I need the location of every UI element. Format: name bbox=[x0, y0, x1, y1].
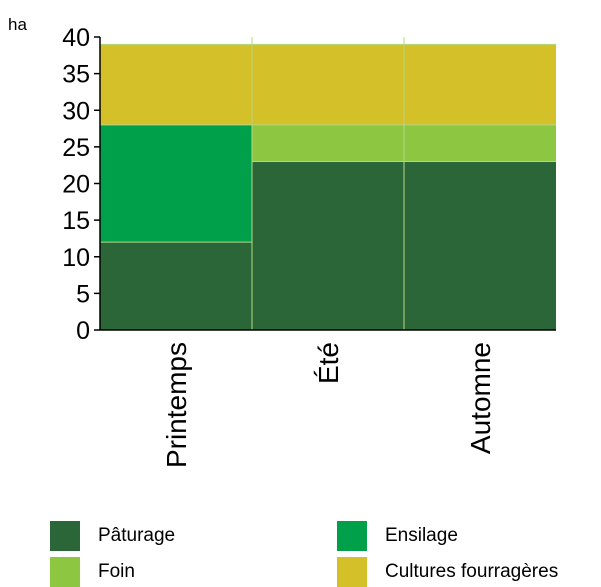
bar-automne-cultures-fourrageres bbox=[404, 44, 556, 125]
stacked-bar-chart: 0 5 10 15 20 25 30 35 40 Printemps Été Automne ha bbox=[8, 15, 556, 468]
legend-swatch-cultures-fourrageres bbox=[337, 557, 367, 587]
legend-swatch-foin bbox=[50, 557, 80, 587]
legend-item-ensilage: Ensilage bbox=[337, 521, 458, 551]
y-unit-label: ha bbox=[8, 15, 27, 34]
legend-swatch-paturage bbox=[50, 521, 80, 551]
x-tick-label-automne: Automne bbox=[465, 342, 496, 454]
y-tick-label: 25 bbox=[62, 134, 90, 162]
bar-printemps-ensilage bbox=[100, 124, 252, 243]
y-tick-label: 35 bbox=[62, 61, 90, 89]
legend-label-ensilage: Ensilage bbox=[385, 525, 458, 546]
bars-group bbox=[100, 44, 556, 330]
y-tick-label: 10 bbox=[62, 244, 90, 272]
bar-printemps-cultures-fourrageres bbox=[100, 44, 252, 125]
bar-ete-paturage bbox=[252, 161, 404, 330]
legend-item-cultures-fourrageres: Cultures fourragères bbox=[337, 557, 558, 587]
y-tick-label: 30 bbox=[62, 97, 90, 125]
column-dividers bbox=[100, 37, 556, 330]
x-category-labels: Printemps Été Automne bbox=[161, 342, 496, 468]
y-tick-label: 15 bbox=[62, 207, 90, 235]
bar-ete-cultures-fourrageres bbox=[252, 44, 404, 125]
legend-label-foin: Foin bbox=[98, 561, 135, 582]
x-tick-label-ete: Été bbox=[313, 342, 344, 384]
legend-item-foin: Foin bbox=[50, 557, 135, 587]
bar-automne-foin bbox=[404, 124, 556, 162]
y-tick-label: 40 bbox=[62, 24, 90, 52]
y-ticks: 0 5 10 15 20 25 30 35 40 bbox=[62, 24, 100, 345]
legend-label-cultures-fourrageres: Cultures fourragères bbox=[385, 561, 559, 582]
y-tick-label: 0 bbox=[76, 317, 90, 345]
y-tick-label: 5 bbox=[76, 280, 90, 308]
bar-automne-paturage bbox=[404, 161, 556, 330]
x-tick-label-printemps: Printemps bbox=[161, 342, 192, 468]
legend-swatch-ensilage bbox=[337, 521, 367, 551]
bar-ete-foin bbox=[252, 124, 404, 162]
legend-item-paturage: Pâturage bbox=[50, 521, 175, 551]
legend-label-paturage: Pâturage bbox=[98, 525, 176, 546]
bar-printemps-paturage bbox=[100, 242, 252, 330]
y-tick-label: 20 bbox=[62, 171, 90, 199]
